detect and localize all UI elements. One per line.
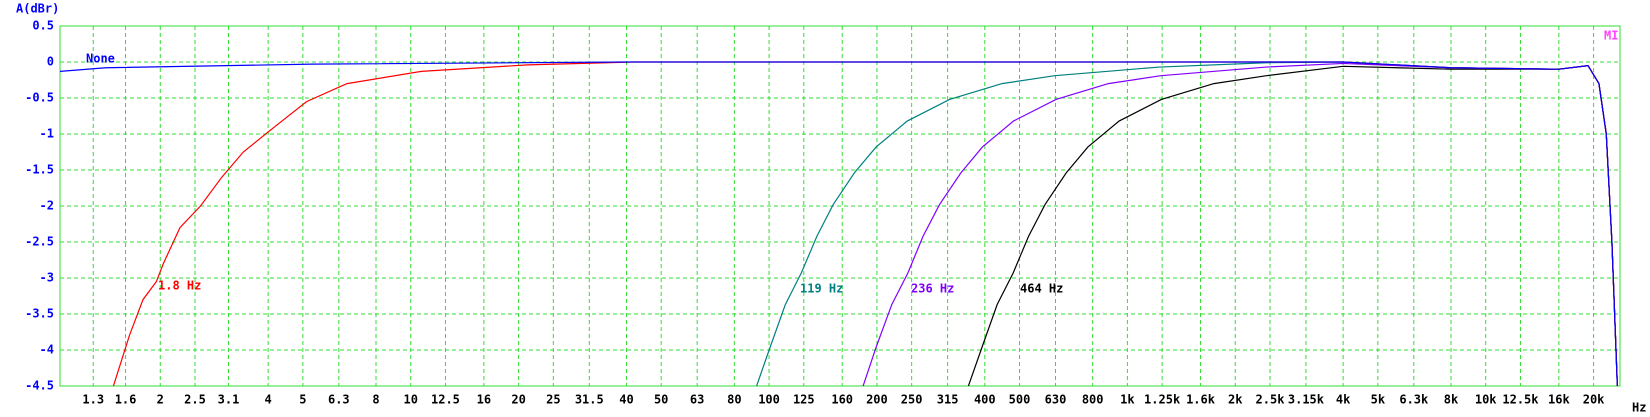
x-tick-label: 10 xyxy=(404,393,418,407)
x-tick-label: 800 xyxy=(1082,393,1104,407)
x-tick-label: 5k xyxy=(1371,393,1386,407)
y-tick-label: -3 xyxy=(40,271,54,285)
x-tick-label: 25 xyxy=(546,393,560,407)
y-tick-label: -4.5 xyxy=(25,379,54,393)
x-tick-label: 5 xyxy=(299,393,306,407)
x-tick-label: 2.5k xyxy=(1256,393,1286,407)
x-tick-label: 20k xyxy=(1583,393,1605,407)
series-label: 464 Hz xyxy=(1020,282,1063,296)
x-tick-label: 315 xyxy=(937,393,959,407)
x-axis-label: Hz xyxy=(1632,401,1646,415)
x-tick-label: 16k xyxy=(1548,393,1570,407)
plot-border xyxy=(59,25,1621,387)
x-tick-label: 3.15k xyxy=(1288,393,1325,407)
x-tick-label: 12.5 xyxy=(431,393,460,407)
x-tick-label: 16 xyxy=(477,393,491,407)
x-tick-label: 1.25k xyxy=(1144,393,1181,407)
x-tick-label: 400 xyxy=(974,393,996,407)
x-tick-label: 2k xyxy=(1228,393,1243,407)
y-tick-label: -4 xyxy=(40,343,54,357)
x-tick-label: 2 xyxy=(157,393,164,407)
x-tick-label: 8k xyxy=(1444,393,1459,407)
y-tick-label: -1.5 xyxy=(25,163,54,177)
x-tick-label: 6.3k xyxy=(1399,393,1429,407)
series-label: 236 Hz xyxy=(911,282,954,296)
x-tick-label: 8 xyxy=(372,393,379,407)
x-tick-label: 500 xyxy=(1009,393,1031,407)
x-tick-label: 31.5 xyxy=(575,393,604,407)
x-tick-label: 160 xyxy=(831,393,853,407)
x-tick-label: 40 xyxy=(619,393,633,407)
x-tick-label: 100 xyxy=(758,393,780,407)
plot-area xyxy=(60,61,1618,386)
y-axis-label: A(dBr) xyxy=(16,2,59,16)
x-tick-label: 3.1 xyxy=(218,393,240,407)
x-tick-label: 2.5 xyxy=(184,393,206,407)
x-tick-label: 6.3 xyxy=(328,393,350,407)
x-tick-label: 1k xyxy=(1120,393,1135,407)
x-tick-label: 10k xyxy=(1475,393,1497,407)
y-tick-label: -1 xyxy=(40,127,54,141)
x-tick-label: 12.5k xyxy=(1502,393,1539,407)
y-tick-label: 0 xyxy=(47,55,54,69)
y-tick-label: -0.5 xyxy=(25,91,54,105)
series-label: None xyxy=(86,52,115,66)
x-tick-label: 63 xyxy=(690,393,704,407)
series-label: 119 Hz xyxy=(800,282,843,296)
x-tick-label: 20 xyxy=(511,393,525,407)
y-tick-label: -2 xyxy=(40,199,54,213)
x-tick-label: 50 xyxy=(654,393,668,407)
y-tick-label: -2.5 xyxy=(25,235,54,249)
x-tick-label: 4k xyxy=(1336,393,1351,407)
x-tick-label: 1.3 xyxy=(82,393,104,407)
x-tick-label: 80 xyxy=(727,393,741,407)
x-tick-label: 125 xyxy=(793,393,815,407)
series-line xyxy=(60,61,1618,386)
logo: MI xyxy=(1604,29,1618,43)
y-tick-label: 0.5 xyxy=(32,19,54,33)
x-tick-label: 4 xyxy=(265,393,272,407)
y-tick-label: -3.5 xyxy=(25,307,54,321)
x-tick-label: 630 xyxy=(1045,393,1067,407)
x-tick-label: 250 xyxy=(901,393,923,407)
x-tick-label: 200 xyxy=(866,393,888,407)
x-tick-label: 1.6 xyxy=(115,393,137,407)
x-tick-label: 1.6k xyxy=(1186,393,1216,407)
series-label: 1.8 Hz xyxy=(158,279,201,293)
